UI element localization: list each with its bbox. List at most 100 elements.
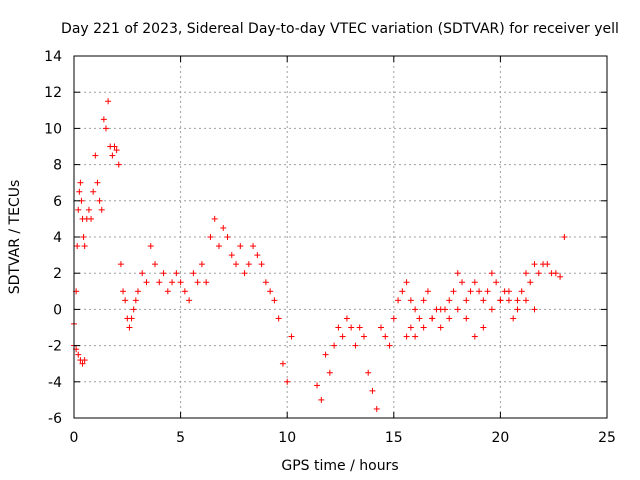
data-point [412, 306, 419, 313]
data-point [467, 288, 474, 295]
data-point [437, 306, 444, 313]
data-point [117, 261, 124, 268]
data-point [561, 234, 568, 240]
data-point [134, 288, 141, 295]
data-point [132, 297, 139, 304]
data-point [424, 288, 431, 295]
data-point [102, 125, 109, 132]
data-point [420, 297, 427, 304]
x-tick-label: 15 [385, 430, 403, 446]
data-point [356, 324, 363, 331]
data-point [420, 324, 427, 331]
data-point [267, 288, 274, 295]
y-tick-label: 6 [53, 194, 62, 210]
data-point [271, 297, 278, 304]
data-point [378, 324, 385, 331]
data-point [113, 147, 120, 154]
data-point [522, 297, 529, 304]
data-point [122, 297, 129, 304]
data-point [147, 243, 154, 250]
data-point [505, 288, 512, 295]
x-tick-label: 20 [491, 430, 509, 446]
data-point [130, 306, 137, 313]
data-point [450, 288, 457, 295]
data-point [177, 279, 184, 286]
data-point [454, 306, 461, 313]
data-point [493, 279, 500, 286]
data-point [399, 288, 406, 295]
data-point [403, 333, 410, 340]
data-point [186, 297, 193, 304]
data-point [505, 297, 512, 304]
data-point [480, 324, 487, 331]
x-tick-label: 10 [278, 430, 296, 446]
data-point [382, 333, 389, 340]
x-tick-label: 5 [176, 430, 185, 446]
data-point [241, 270, 248, 277]
data-point [322, 351, 329, 358]
data-point [109, 152, 116, 159]
data-point [250, 243, 257, 250]
data-point [463, 315, 470, 322]
data-point [139, 270, 146, 277]
data-point [335, 324, 342, 331]
data-point [373, 405, 380, 412]
data-point [105, 98, 112, 105]
data-point [211, 215, 218, 222]
y-tick-label: 4 [53, 230, 62, 246]
data-point [471, 333, 478, 340]
data-point [471, 279, 478, 286]
data-point [152, 261, 159, 268]
data-point [284, 378, 291, 385]
data-point [386, 342, 393, 349]
data-point [544, 261, 551, 268]
data-point [459, 279, 466, 286]
chart-title: Day 221 of 2023, Sidereal Day-to-day VTE… [61, 21, 619, 37]
data-point [190, 270, 197, 277]
data-point [412, 333, 419, 340]
data-point [224, 234, 231, 240]
data-point [173, 270, 180, 277]
data-point [497, 297, 504, 304]
data-point [407, 297, 414, 304]
data-point [343, 315, 350, 322]
data-point [535, 270, 542, 277]
y-tick-label: 10 [44, 121, 62, 137]
data-point [98, 206, 105, 213]
data-point [429, 315, 436, 322]
data-point [160, 270, 167, 277]
y-tick-label: 0 [53, 302, 62, 318]
data-point [92, 152, 99, 159]
data-point [352, 342, 359, 349]
data-point [446, 315, 453, 322]
data-point [318, 396, 325, 403]
data-point [331, 342, 338, 349]
x-axis-label: GPS time / hours [281, 458, 398, 474]
data-point [339, 333, 346, 340]
data-point [446, 297, 453, 304]
data-point [181, 288, 188, 295]
data-point [360, 333, 367, 340]
data-point [75, 351, 82, 358]
data-point [510, 315, 517, 322]
data-point [203, 279, 210, 286]
data-point [111, 143, 118, 150]
data-point [484, 288, 491, 295]
data-point [416, 315, 423, 322]
data-point [74, 243, 81, 250]
data-point [100, 116, 107, 123]
data-point [314, 382, 321, 389]
data-point [88, 215, 95, 222]
data-point [76, 188, 83, 195]
data-point [279, 360, 286, 367]
data-point [531, 261, 538, 268]
data-points [71, 98, 568, 412]
y-tick-label: 12 [44, 85, 62, 101]
data-point [233, 261, 240, 268]
data-point [194, 279, 201, 286]
data-point [169, 279, 176, 286]
data-point [90, 188, 97, 195]
y-tick-label: -2 [48, 339, 62, 355]
data-point [237, 243, 244, 250]
